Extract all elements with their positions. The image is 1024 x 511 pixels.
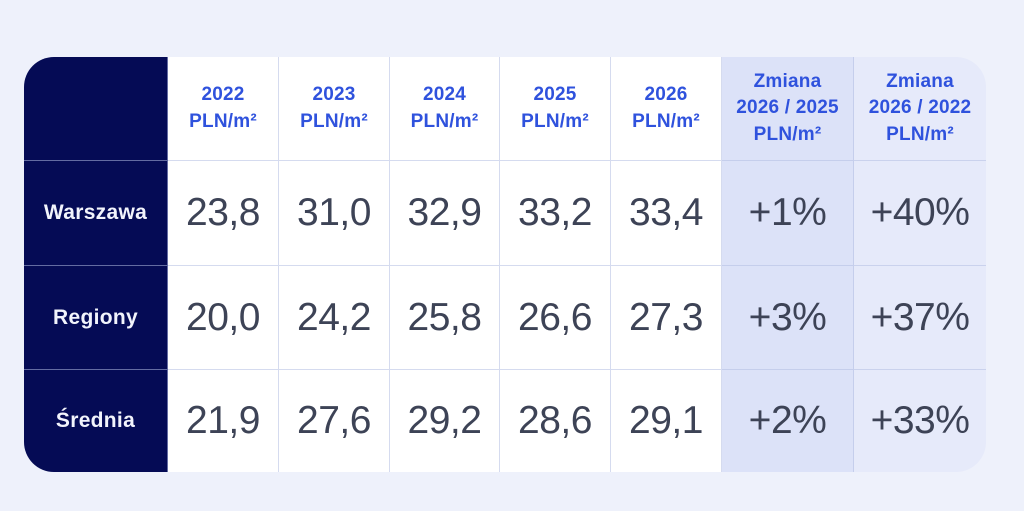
column-header-label: 2026 PLN/m² [632, 84, 700, 132]
price-table: 2022 PLN/m² 2023 PLN/m² 2024 PLN/m² 2025… [24, 57, 986, 472]
cell-srednia-2023: 27,6 [279, 370, 390, 472]
column-header-2023: 2023 PLN/m² [279, 57, 390, 161]
cell-regiony-2023: 24,2 [279, 266, 390, 370]
cell-regiony-2024: 25,8 [390, 266, 500, 370]
row-label-srednia: Średnia [24, 370, 168, 472]
column-header-2024: 2024 PLN/m² [390, 57, 500, 161]
cell-srednia-2025: 28,6 [500, 370, 611, 472]
cell-regiony-2025: 26,6 [500, 266, 611, 370]
row-label-regiony: Regiony [24, 266, 168, 370]
column-header-label: 2024 PLN/m² [410, 84, 479, 132]
cell-srednia-2024: 29,2 [390, 370, 500, 472]
column-header-label: Zmiana 2026 / 2025 PLN/m² [736, 71, 839, 145]
cell-srednia-change-2026-2025: +2% [722, 370, 854, 472]
column-header-label: Zmiana 2026 / 2022 PLN/m² [868, 71, 972, 145]
column-header-2025: 2025 PLN/m² [500, 57, 611, 161]
corner-cell [24, 57, 168, 161]
cell-warszawa-2025: 33,2 [500, 161, 611, 266]
cell-srednia-2026: 29,1 [611, 370, 722, 472]
column-header-label: 2022 PLN/m² [189, 84, 257, 132]
column-header-2022: 2022 PLN/m² [168, 57, 279, 161]
cell-warszawa-2024: 32,9 [390, 161, 500, 266]
cell-warszawa-change-2026-2022: +40% [854, 161, 986, 266]
cell-srednia-change-2026-2022: +33% [854, 370, 986, 472]
cell-regiony-2022: 20,0 [168, 266, 279, 370]
cell-warszawa-2022: 23,8 [168, 161, 279, 266]
column-header-2026: 2026 PLN/m² [611, 57, 722, 161]
cell-srednia-2022: 21,9 [168, 370, 279, 472]
cell-warszawa-2026: 33,4 [611, 161, 722, 266]
cell-warszawa-change-2026-2025: +1% [722, 161, 854, 266]
column-header-label: 2023 PLN/m² [300, 84, 368, 132]
cell-regiony-change-2026-2022: +37% [854, 266, 986, 370]
cell-regiony-2026: 27,3 [611, 266, 722, 370]
cell-regiony-change-2026-2025: +3% [722, 266, 854, 370]
column-header-change-2026-2025: Zmiana 2026 / 2025 PLN/m² [722, 57, 854, 161]
column-header-label: 2025 PLN/m² [521, 84, 589, 132]
row-label-warszawa: Warszawa [24, 161, 168, 266]
column-header-change-2026-2022: Zmiana 2026 / 2022 PLN/m² [854, 57, 986, 161]
cell-warszawa-2023: 31,0 [279, 161, 390, 266]
